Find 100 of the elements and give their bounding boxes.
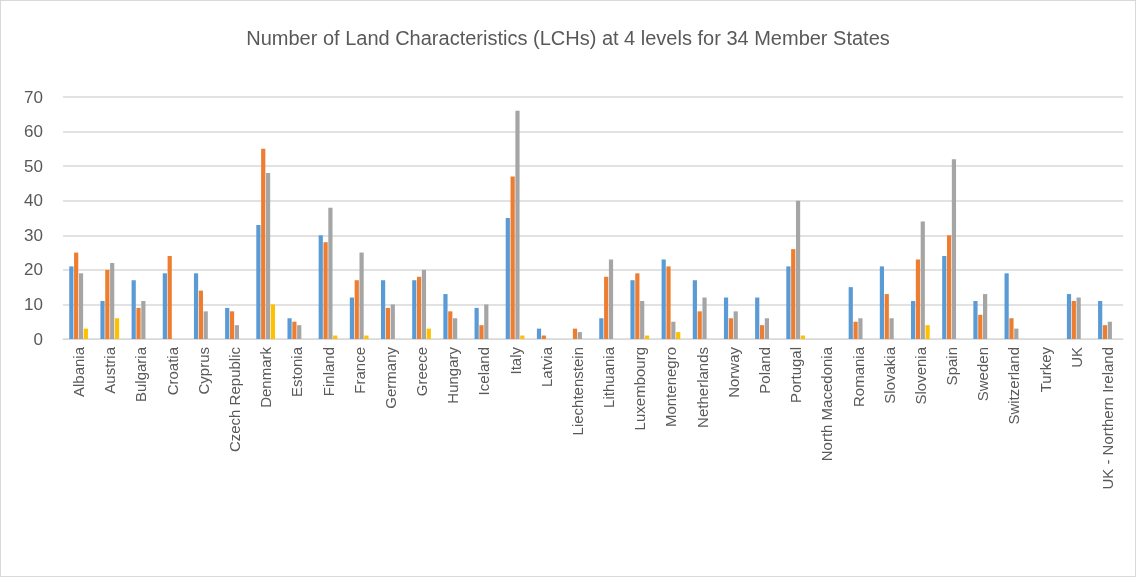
bar (229, 311, 235, 339)
x-tick-label: Hungary (444, 346, 462, 404)
bar (676, 332, 681, 339)
y-tick-label: 40 (24, 191, 43, 211)
bar (604, 276, 609, 339)
bar (167, 256, 172, 339)
bar (510, 176, 515, 339)
bar (1009, 318, 1014, 339)
bar (791, 249, 796, 339)
bar (203, 311, 208, 339)
bar (1066, 294, 1072, 339)
x-tick-label: Iceland (475, 347, 493, 396)
bar (131, 280, 136, 339)
bar (448, 311, 453, 339)
x-tick-label: Germany (381, 346, 399, 409)
bar (640, 300, 645, 339)
y-tick-label: 50 (24, 156, 43, 176)
bar (349, 297, 355, 339)
bar (983, 294, 988, 339)
bar (484, 304, 489, 339)
bar (479, 325, 484, 339)
bar (1076, 297, 1081, 339)
bar (733, 311, 738, 339)
bar (515, 110, 520, 339)
bar (572, 328, 578, 339)
bar (1107, 321, 1112, 339)
bar (198, 290, 203, 339)
bar (630, 280, 635, 339)
bar (443, 294, 448, 339)
bar (78, 273, 84, 339)
x-tick-label: France (350, 347, 368, 394)
bar (697, 311, 702, 339)
bar (1004, 273, 1009, 339)
bar (536, 328, 542, 339)
bar (635, 273, 640, 339)
x-tick-label: Switzerland (1005, 347, 1023, 425)
x-tick-label: Sweden (974, 347, 992, 402)
bar (1102, 325, 1108, 339)
bar (973, 300, 978, 339)
bar (1071, 300, 1076, 339)
bar (759, 325, 765, 339)
bar (114, 318, 120, 339)
bar (193, 273, 199, 339)
bar (755, 297, 760, 339)
x-tick-label: UK (1067, 347, 1085, 368)
x-tick-label: Albania (70, 346, 88, 398)
x-tick-label: Slovenia (911, 346, 929, 405)
bar (920, 221, 925, 339)
x-tick-label: Croatia (163, 346, 181, 396)
bar (978, 314, 983, 339)
x-tick-label: Cyprus (194, 347, 212, 395)
bar (110, 262, 115, 339)
bar (100, 300, 105, 339)
y-tick-label: 20 (24, 260, 43, 280)
bar (318, 235, 323, 339)
bar (287, 318, 292, 339)
bar (942, 256, 947, 339)
bar (364, 335, 369, 339)
bar (474, 307, 479, 339)
bar (728, 318, 733, 339)
x-tick-label: Spain (943, 347, 961, 386)
bar (256, 224, 261, 339)
bar (853, 321, 858, 339)
bar (136, 307, 141, 339)
bar (951, 159, 957, 339)
bar (426, 328, 431, 339)
x-tick-label: Romania (849, 346, 867, 408)
x-tick-label: Liechtenstein (568, 347, 586, 436)
bar (261, 148, 266, 339)
bar (323, 242, 328, 339)
bar (505, 218, 510, 339)
bar (577, 332, 582, 339)
bar (915, 259, 921, 339)
bar (69, 266, 74, 339)
x-tick-label: Finland (319, 347, 337, 397)
bar (265, 173, 271, 339)
bar (385, 307, 391, 339)
bar (412, 280, 417, 339)
bar (390, 304, 395, 339)
bar (911, 300, 916, 339)
x-tick-label: Czech Republic (225, 346, 243, 453)
x-tick-label: North Macedonia (818, 346, 836, 462)
bar (947, 235, 952, 339)
bar (786, 266, 791, 339)
bar (848, 287, 853, 339)
bar (141, 300, 146, 339)
x-tick-label: Luxembourg (631, 347, 649, 431)
chart-title: Number of Land Characteristics (LCHs) at 4 levels for 34 Member States (246, 27, 890, 49)
bar (297, 325, 302, 339)
bar (795, 200, 801, 339)
bar (723, 297, 729, 339)
bar (889, 318, 894, 339)
bar (270, 304, 275, 339)
x-tick-label: Bulgaria (132, 346, 150, 403)
x-tick-label: Netherlands (693, 347, 711, 428)
bar (671, 321, 676, 339)
y-tick-label: 70 (24, 87, 43, 107)
x-tick-label: Turkey (1036, 346, 1054, 393)
bar (354, 280, 359, 339)
bar (421, 269, 427, 339)
